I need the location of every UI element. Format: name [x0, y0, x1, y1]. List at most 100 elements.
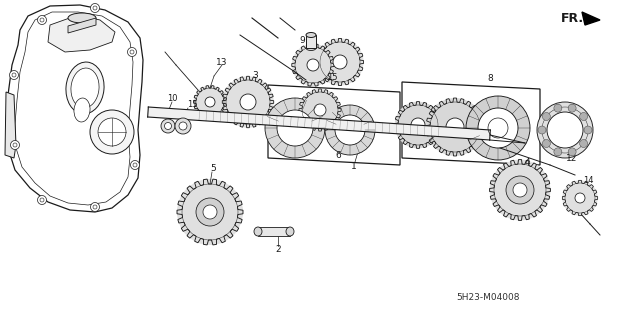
Text: 3: 3 — [252, 70, 258, 79]
Ellipse shape — [66, 62, 104, 114]
Circle shape — [537, 102, 593, 158]
Circle shape — [179, 122, 187, 130]
Text: 10: 10 — [167, 93, 177, 102]
Text: 1: 1 — [351, 162, 357, 171]
Circle shape — [265, 98, 325, 158]
Circle shape — [292, 44, 334, 86]
Circle shape — [325, 105, 375, 155]
Circle shape — [511, 181, 529, 199]
Circle shape — [411, 118, 425, 132]
Circle shape — [584, 126, 592, 134]
Circle shape — [466, 96, 530, 160]
Circle shape — [37, 15, 46, 25]
Circle shape — [542, 113, 551, 121]
Circle shape — [164, 123, 172, 130]
Circle shape — [12, 73, 16, 77]
Circle shape — [394, 102, 441, 148]
Polygon shape — [48, 15, 115, 52]
Polygon shape — [426, 98, 484, 156]
Circle shape — [506, 176, 534, 204]
Circle shape — [98, 118, 126, 146]
Circle shape — [40, 198, 44, 202]
Circle shape — [490, 160, 551, 220]
Circle shape — [200, 202, 220, 222]
Polygon shape — [258, 227, 290, 236]
Text: 15: 15 — [327, 73, 337, 82]
Text: 7: 7 — [317, 76, 323, 84]
Circle shape — [333, 55, 347, 69]
Circle shape — [580, 140, 588, 148]
Text: 2: 2 — [275, 245, 281, 254]
Circle shape — [446, 118, 464, 136]
Polygon shape — [177, 179, 243, 245]
Polygon shape — [148, 107, 490, 140]
Text: 5: 5 — [210, 164, 216, 172]
Circle shape — [13, 143, 17, 147]
Text: 6: 6 — [335, 150, 341, 159]
Ellipse shape — [71, 68, 99, 108]
Circle shape — [196, 198, 224, 226]
Polygon shape — [395, 102, 441, 148]
Polygon shape — [193, 85, 226, 118]
Polygon shape — [299, 89, 341, 131]
Polygon shape — [68, 18, 96, 33]
Circle shape — [580, 113, 588, 121]
Ellipse shape — [74, 98, 90, 122]
Ellipse shape — [306, 45, 316, 51]
Circle shape — [240, 94, 256, 110]
Circle shape — [547, 112, 583, 148]
Polygon shape — [223, 76, 273, 128]
Circle shape — [93, 205, 97, 209]
Circle shape — [9, 70, 19, 79]
Polygon shape — [292, 44, 334, 86]
Circle shape — [299, 89, 341, 131]
Circle shape — [542, 140, 551, 148]
Circle shape — [314, 104, 326, 116]
Text: 9: 9 — [299, 36, 305, 44]
Circle shape — [316, 38, 363, 86]
Circle shape — [128, 47, 136, 57]
Circle shape — [513, 183, 527, 197]
Circle shape — [93, 6, 97, 10]
Circle shape — [426, 98, 484, 156]
Circle shape — [554, 104, 562, 112]
Text: 8: 8 — [487, 74, 493, 83]
Circle shape — [488, 118, 508, 138]
Text: 12: 12 — [566, 154, 578, 163]
Circle shape — [562, 180, 598, 216]
Circle shape — [205, 97, 215, 107]
Circle shape — [568, 104, 576, 112]
Circle shape — [91, 203, 99, 212]
Circle shape — [335, 115, 365, 145]
Circle shape — [222, 76, 274, 128]
Ellipse shape — [68, 13, 96, 23]
Polygon shape — [490, 160, 551, 220]
Polygon shape — [306, 35, 316, 48]
Circle shape — [538, 126, 546, 134]
Circle shape — [575, 193, 585, 203]
Circle shape — [130, 50, 134, 54]
Text: 4: 4 — [524, 157, 530, 166]
Circle shape — [177, 179, 243, 245]
Ellipse shape — [286, 227, 294, 236]
Circle shape — [130, 161, 140, 170]
Circle shape — [203, 205, 217, 219]
Polygon shape — [316, 38, 363, 85]
Text: FR.: FR. — [561, 12, 584, 25]
Circle shape — [37, 196, 46, 204]
Circle shape — [11, 140, 19, 149]
Text: 13: 13 — [216, 58, 228, 67]
Circle shape — [554, 148, 562, 156]
Polygon shape — [6, 5, 143, 212]
Ellipse shape — [254, 227, 262, 236]
Circle shape — [90, 110, 134, 154]
Circle shape — [40, 18, 44, 22]
Ellipse shape — [306, 33, 316, 37]
Circle shape — [91, 4, 99, 12]
Circle shape — [175, 118, 191, 134]
Circle shape — [193, 85, 226, 118]
Text: 14: 14 — [583, 175, 593, 185]
Text: 11: 11 — [187, 100, 197, 108]
Circle shape — [307, 59, 319, 71]
Circle shape — [478, 108, 518, 148]
